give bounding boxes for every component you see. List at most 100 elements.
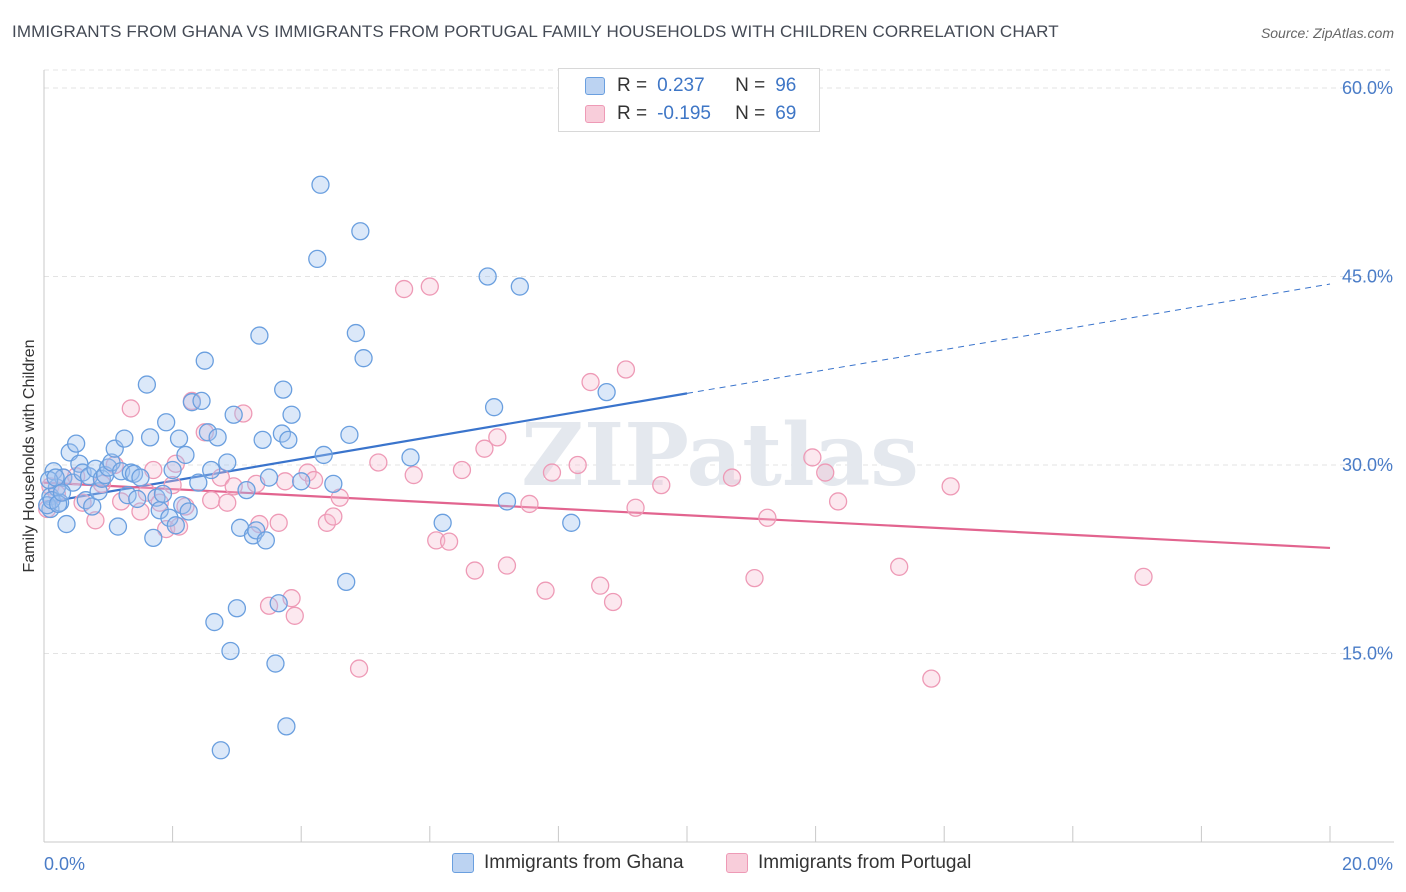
portugal-n-value: 69 [775,103,797,124]
ghana-point [189,473,208,492]
portugal-point [803,448,822,467]
ghana-point [237,480,256,500]
ghana-r-value: 0.237 [657,75,705,96]
ghana-trend-extension [686,283,1331,394]
legend-ghana-label: Immigrants from Ghana [484,852,684,873]
point-layer [38,175,1153,760]
ghana-point [351,222,370,241]
ghana-point [269,594,288,613]
portugal-point [452,460,472,480]
portugal-point [465,561,484,580]
portugal-point [369,453,388,472]
ghana-point [218,453,237,472]
ghana-point [211,741,230,760]
y-tick-label: 45.0% [1342,267,1393,287]
x-tick-label: 20.0% [1342,854,1393,874]
ghana-point [478,267,497,286]
ghana-point [259,468,279,487]
ghana-point [277,717,296,736]
ghana-point [597,382,616,402]
series-legend: Immigrants from Ghana Immigrants from Po… [0,852,1406,878]
portugal-point [591,576,610,595]
portugal-point [394,279,414,299]
ghana-point [48,494,68,514]
portugal-point [211,468,230,487]
axis-layer [43,70,1394,843]
ghana-point [83,497,102,516]
ghana-n-value: 96 [775,75,797,96]
portugal-point [758,508,777,527]
ghana-point [253,430,272,450]
ghana-n-label: N = [735,75,766,96]
y-tick-label: 60.0% [1342,78,1393,98]
portugal-r-label: R = [617,103,648,124]
portugal-point [324,507,343,526]
ghana-point [274,380,293,399]
ghana-point [510,277,529,296]
grid-layer [44,69,1394,654]
ghana-point [224,405,243,424]
portugal-point [285,606,304,625]
portugal-point [41,477,60,496]
ghana-point [54,468,73,487]
y-axis-label: Family Households with Children [21,340,38,573]
ghana-point [115,429,134,448]
legend-item-ghana: Immigrants from Ghana [452,852,684,874]
ghana-point [256,531,275,550]
ghana-point [433,513,452,532]
portugal-point [816,463,835,482]
portugal-swatch [585,105,605,123]
label-layer: 15.0% 30.0% 45.0% 60.0% 0.0% 20.0% Family Hous… [21,78,1393,874]
ghana-point [46,468,65,487]
ghana-point [266,654,285,673]
legend-item-portugal: Immigrants from Portugal [726,852,971,874]
ghana-point [153,484,173,504]
ghana-point [157,413,176,432]
ghana-point [160,508,179,527]
ghana-point [314,445,333,465]
portugal-point [922,669,941,688]
portugal-point [73,493,92,512]
ghana-point [324,474,343,494]
portugal-point [121,399,140,418]
ghana-point [182,393,202,412]
ghana-point [67,434,86,453]
ghana-point [144,528,163,548]
ghana-point [163,460,182,480]
portugal-point [626,498,645,517]
ghana-point [57,514,76,534]
portugal-point [420,277,439,296]
portugal-point [234,404,253,423]
portugal-point [218,493,237,512]
ghana-point [221,641,240,661]
ghana-point [128,489,147,509]
portugal-point [536,581,555,600]
portugal-point [86,511,105,530]
portugal-point [616,360,636,379]
y-tick-label: 30.0% [1342,455,1393,475]
legend-row-portugal: R = -0.195 N = 69 [585,101,796,127]
ghana-point [308,249,327,269]
ghana-point [108,517,128,536]
portugal-point [722,468,742,487]
portugal-point [1134,567,1153,586]
chart-title: IMMIGRANTS FROM GHANA VS IMMIGRANTS FROM… [12,22,1059,41]
portugal-point [828,492,848,511]
portugal-point [488,428,507,447]
portugal-point [275,472,295,491]
correlation-legend: R = 0.237 N = 96 R = -0.195 N = 69 [558,68,820,132]
ghana-point [279,430,298,450]
ghana-point [208,428,227,447]
ghana-point [118,486,137,505]
portugal-point [202,491,221,510]
ghana-point [282,405,301,424]
trend-layer [43,283,1331,550]
ghana-point [195,351,214,370]
ghana-point [169,429,189,448]
ghana-point [198,423,218,442]
ghana-point [137,375,157,394]
ghana-point [52,483,72,502]
ghana-trend-line [43,392,688,504]
ghana-point [484,398,504,417]
